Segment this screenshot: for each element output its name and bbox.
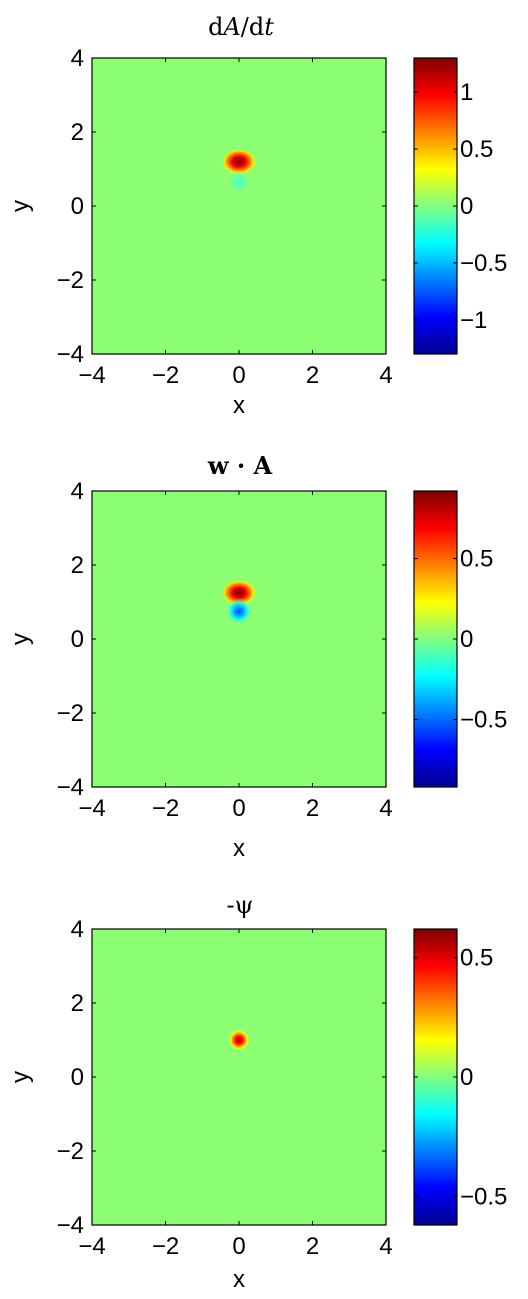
y-tick-label: 0 [71, 1064, 84, 1091]
panel-2-xlabel: x [233, 835, 245, 862]
panel-3-field [227, 1028, 251, 1052]
colorbar-tick-label: 0 [460, 1064, 473, 1091]
panel-2-title: w · A [207, 451, 273, 480]
colorbar-tick-label: 1 [460, 79, 473, 106]
colorbar-tick-label: −0.5 [460, 250, 507, 277]
colorbar-tick-label: 0 [460, 626, 473, 653]
panel-2-plot-area [92, 491, 386, 787]
y-tick-label: 2 [71, 119, 84, 146]
panel-2: w · A −4 −2 0 2 4 −4 −2 0 2 4 x y 0.5 0 −0.5 [7, 451, 507, 862]
y-tick-label: −4 [57, 341, 84, 368]
y-tick-label: 4 [71, 478, 84, 505]
y-tick-label: 2 [71, 990, 84, 1017]
field-feature-negative-lobe [226, 598, 252, 625]
x-tick-label: −2 [152, 1233, 179, 1260]
panel-2-xticks: −4 −2 0 2 4 [78, 491, 393, 822]
colorbar-tick-label: −1 [460, 307, 487, 334]
y-tick-label: 4 [71, 916, 84, 943]
panel-1-ylabel: y [7, 200, 34, 212]
x-tick-label: 4 [379, 795, 392, 822]
y-tick-label: −4 [57, 774, 84, 801]
panel-2-colorbar [413, 490, 458, 788]
colorbar-tick-label: 0 [460, 193, 473, 220]
panel-2-colorbar-ticks: 0.5 0 −0.5 [414, 546, 507, 733]
field-feature-gaussian-blob [227, 1028, 251, 1052]
panel-3-xlabel: x [233, 1266, 245, 1293]
y-tick-label: −2 [57, 267, 84, 294]
panel-3-plot-area [92, 929, 386, 1225]
panel-1-colorbar [413, 57, 458, 355]
x-tick-label: 0 [232, 362, 245, 389]
field-feature-negative-lobe [227, 170, 251, 193]
panel-1-colorbar-ticks: 1 0.5 0 −0.5 −1 [414, 79, 507, 334]
panel-1: dA/dt −4 −2 0 2 4 −4 −2 0 2 4 x y 1 0.5 0 −0.5 −1 [7, 13, 507, 419]
colorbar-tick-label: 0.5 [460, 136, 493, 163]
panel-3-ylabel: y [7, 1071, 34, 1083]
y-tick-label: 0 [71, 626, 84, 653]
colorbar-tick-label: −0.5 [460, 1183, 507, 1210]
panel-1-xlabel: x [233, 392, 245, 419]
y-tick-label: 2 [71, 552, 84, 579]
y-tick-label: −4 [57, 1212, 84, 1239]
x-tick-label: −2 [152, 362, 179, 389]
panel-1-field [220, 147, 258, 193]
field-feature-positive-lobe [220, 147, 258, 176]
panel-3-xticks: −4 −2 0 2 4 [78, 929, 393, 1260]
panel-3-yticks: −4 −2 0 2 4 [57, 916, 386, 1239]
panel-2-yticks: −4 −2 0 2 4 [57, 478, 386, 801]
x-tick-label: 2 [306, 1233, 319, 1260]
panel-3: -ψ −4 −2 0 2 4 −4 −2 0 2 4 x y 0.5 0 −0.5 [7, 891, 507, 1293]
field-feature-positive-lobe [220, 578, 258, 607]
panel-3-title: -ψ [227, 891, 254, 919]
x-tick-label: 0 [232, 1233, 245, 1260]
x-tick-label: 2 [306, 362, 319, 389]
panel-2-field [220, 578, 258, 625]
panel-1-xticks: −4 −2 0 2 4 [78, 58, 393, 389]
y-tick-label: 4 [71, 45, 84, 72]
colorbar-tick-label: −0.5 [460, 706, 507, 733]
y-tick-label: −2 [57, 1138, 84, 1165]
x-tick-label: −2 [152, 795, 179, 822]
y-tick-label: −2 [57, 700, 84, 727]
colorbar-tick-label: 0.5 [460, 945, 493, 972]
x-tick-label: −4 [78, 362, 105, 389]
panel-3-colorbar-ticks: 0.5 0 −0.5 [414, 945, 507, 1210]
x-tick-label: 4 [379, 1233, 392, 1260]
panel-2-ylabel: y [7, 633, 34, 645]
panel-1-plot-area [92, 58, 386, 354]
x-tick-label: 0 [232, 795, 245, 822]
x-tick-label: 4 [379, 362, 392, 389]
panel-1-yticks: −4 −2 0 2 4 [57, 45, 386, 368]
x-tick-label: 2 [306, 795, 319, 822]
y-tick-label: 0 [71, 193, 84, 220]
colorbar-tick-label: 0.5 [460, 546, 493, 573]
panel-3-colorbar [413, 928, 458, 1226]
x-tick-label: −4 [78, 1233, 105, 1260]
panel-1-title: dA/dt [208, 13, 274, 41]
x-tick-label: −4 [78, 795, 105, 822]
